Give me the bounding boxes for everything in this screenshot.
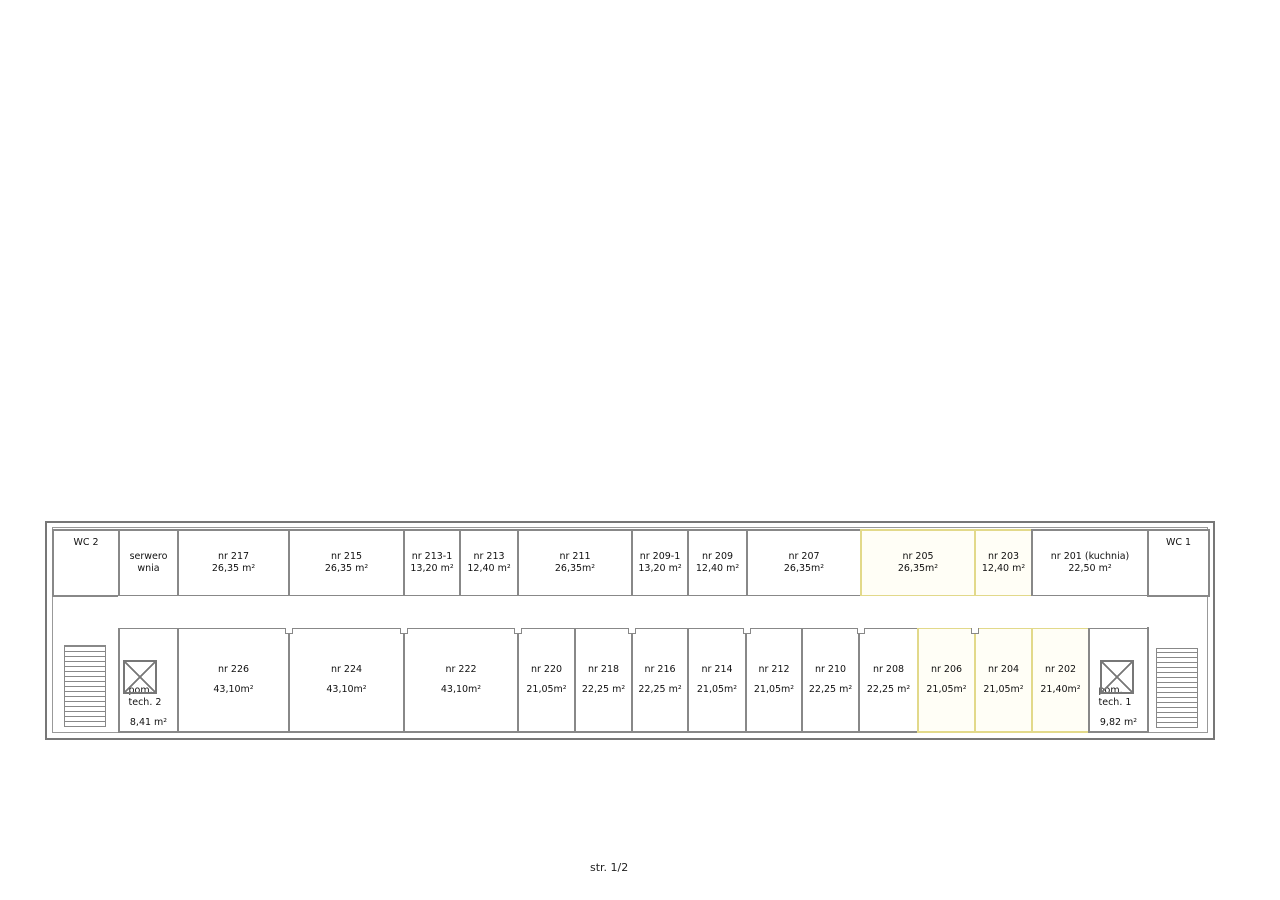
corridor (118, 596, 1147, 628)
room-area: 26,35 m² (324, 563, 369, 574)
room-nr-203: nr 203 12,40 m² (974, 529, 1033, 597)
room-area: 21,05m² (696, 684, 738, 695)
room-nr-213-1: nr 213-1 13,20 m² (403, 529, 461, 597)
room-label: nr 226 (217, 664, 250, 676)
staircase-left (64, 645, 106, 727)
room-serwero: serwero wnia (118, 529, 179, 597)
elevator-right-icon (1100, 660, 1134, 694)
room-label: nr 214 (701, 664, 733, 676)
room-area: 22,25 m² (866, 684, 911, 695)
room-nr-218: nr 218 22,25 m² (574, 627, 633, 733)
room-area: 43,10m² (213, 684, 254, 695)
room-nr-217: nr 217 26,35 m² (177, 529, 290, 597)
room-area: 22,50 m² (1068, 563, 1112, 574)
room-nr-201-kuchnia-: nr 201 (kuchnia) 22,50 m² (1031, 529, 1149, 597)
elevator-left-icon (123, 660, 157, 694)
room-area: 43,10m² (326, 684, 367, 695)
room-label: nr 213 (473, 551, 505, 563)
room-label: nr 209-1 (639, 551, 681, 563)
room-nr-208: nr 208 22,25 m² (858, 627, 919, 733)
room-nr-204: nr 204 21,05m² (974, 627, 1033, 733)
room-nr-226: nr 226 43,10m² (177, 627, 290, 733)
room-label: nr 215 (330, 551, 363, 563)
room-area: wnia (137, 563, 160, 574)
room-label: nr 201 (kuchnia) (1050, 551, 1130, 563)
room-label: WC 1 (1165, 537, 1192, 548)
room-area: 13,20 m² (410, 563, 454, 574)
room-label: nr 206 (930, 664, 963, 676)
room-label: WC 2 (73, 537, 99, 548)
room-label: nr 203 (987, 551, 1020, 563)
room-area: 22,25 m² (808, 684, 853, 695)
room-nr-212: nr 212 21,05m² (745, 627, 803, 733)
room-area: 43,10m² (440, 684, 482, 695)
room-label: nr 220 (530, 664, 563, 676)
room-area: 26,35m² (554, 563, 596, 574)
room-label: nr 217 (217, 551, 250, 563)
room-area: 21,05m² (526, 684, 567, 695)
room-area: 12,40 m² (981, 563, 1026, 574)
room-area: 9,82 m² (1099, 717, 1138, 729)
room-nr-211: nr 211 26,35m² (517, 529, 633, 597)
room-nr-202: nr 202 21,40m² (1031, 627, 1090, 733)
room-area: 26,35 m² (211, 563, 256, 574)
room-label: nr 205 (902, 551, 934, 563)
room-nr-209: nr 209 12,40 m² (687, 529, 748, 597)
room-nr-224: nr 224 43,10m² (288, 627, 405, 733)
room-nr-213: nr 213 12,40 m² (459, 529, 519, 597)
room-area: 26,35m² (897, 563, 939, 574)
staircase-right (1156, 648, 1198, 728)
room-label: nr 218 (587, 664, 620, 676)
room-area: 12,40 m² (695, 563, 740, 574)
room-label: nr 222 (445, 664, 477, 676)
room-nr-205: nr 205 26,35m² (860, 529, 976, 597)
room-area: 26,35m² (783, 563, 825, 574)
room-nr-222: nr 222 43,10m² (403, 627, 519, 733)
room-wc-2: WC 2 (52, 529, 120, 597)
room-nr-206: nr 206 21,05m² (917, 627, 976, 733)
room-label: nr 210 (814, 664, 847, 676)
room-area: 12,40 m² (467, 563, 511, 574)
page-number: str. 1/2 (590, 861, 629, 874)
room-nr-209-1: nr 209-1 13,20 m² (631, 529, 689, 597)
room-nr-207: nr 207 26,35m² (746, 529, 862, 597)
room-area: 21,40m² (1040, 684, 1081, 695)
room-label: nr 216 (644, 664, 676, 676)
room-label: nr 208 (872, 664, 905, 676)
room-nr-216: nr 216 22,25 m² (631, 627, 689, 733)
room-area: 21,05m² (983, 684, 1024, 695)
building-outer-wall (45, 521, 1215, 740)
room-label: nr 202 (1044, 664, 1077, 676)
room-area: 22,25 m² (581, 684, 626, 695)
room-area: 21,05m² (926, 684, 967, 695)
room-label: nr 207 (788, 551, 820, 563)
room-label: nr 204 (987, 664, 1020, 676)
room-area: 13,20 m² (638, 563, 682, 574)
room-area: 8,41 m² (129, 717, 168, 729)
room-label: nr 212 (758, 664, 790, 676)
room-label: nr 209 (701, 551, 734, 563)
room-label: nr 224 (330, 664, 363, 676)
room-nr-210: nr 210 22,25 m² (801, 627, 860, 733)
room-nr-214: nr 214 21,05m² (687, 627, 747, 733)
room-wc-1: WC 1 (1147, 529, 1210, 597)
room-nr-215: nr 215 26,35 m² (288, 529, 405, 597)
room-label: nr 213-1 (411, 551, 453, 563)
room-nr-220: nr 220 21,05m² (517, 627, 576, 733)
room-area: 21,05m² (753, 684, 795, 695)
room-area: 22,25 m² (638, 684, 682, 695)
room-label: nr 211 (559, 551, 591, 563)
room-label: serwero (129, 551, 168, 563)
